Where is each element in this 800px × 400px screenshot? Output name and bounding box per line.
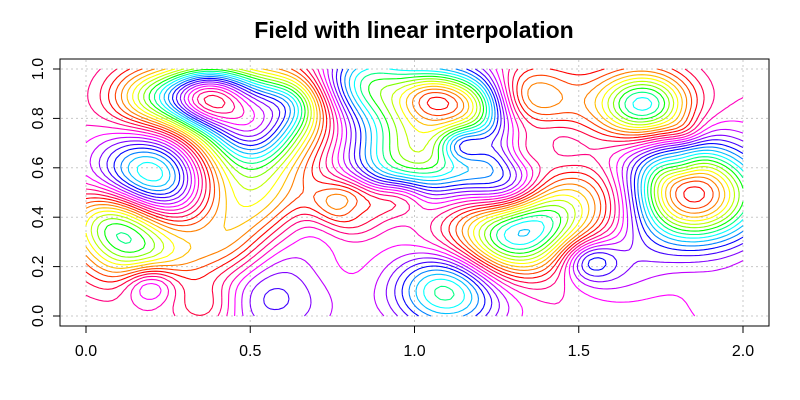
contour-level-25 — [90, 68, 675, 262]
contour-level-32 — [171, 77, 287, 146]
contour-level-20 — [85, 68, 698, 283]
contour-level-36 — [187, 85, 256, 126]
y-axis: 0.0 0.2 0.4 0.6 0.8 1.0 — [30, 58, 61, 327]
contour-level-8 — [359, 72, 744, 301]
contour-level-16 — [85, 68, 744, 317]
contour-level-14 — [98, 68, 744, 317]
y-tick-label-1: 0.2 — [30, 255, 47, 277]
contour-level-11 — [120, 68, 744, 317]
contour-level-7 — [368, 75, 744, 232]
y-tick-label-5: 1.0 — [30, 58, 47, 80]
contour-level-27 — [104, 68, 666, 254]
y-tick-label-4: 0.8 — [30, 107, 47, 129]
chart-title: Field with linear interpolation — [254, 17, 573, 43]
contour-level-26 — [96, 68, 670, 258]
contour-level-10 — [127, 68, 744, 315]
contour-level-6 — [379, 78, 740, 229]
contour-level-33 — [175, 79, 281, 142]
contour-lines — [85, 68, 744, 317]
contour-level-22 — [85, 68, 688, 273]
contour-level-24 — [85, 68, 679, 266]
contour-level-18 — [85, 68, 715, 317]
x-tick-label-4: 2.0 — [732, 343, 754, 360]
contour-level-12 — [113, 68, 744, 317]
y-tick-label-3: 0.6 — [30, 157, 47, 179]
x-tick-label-1: 0.5 — [239, 343, 261, 360]
contour-level-2 — [411, 88, 720, 214]
contour-level-0 — [426, 96, 705, 203]
contour-level-31 — [167, 75, 291, 151]
contour-level-21 — [85, 68, 693, 278]
contour-level-3 — [405, 85, 726, 218]
y-tick-label-0: 0.0 — [30, 305, 47, 327]
x-tick-label-2: 1.0 — [403, 343, 425, 360]
contour-level-34 — [179, 81, 274, 137]
contour-level-29 — [158, 72, 653, 246]
x-tick-label-0: 0.0 — [75, 343, 97, 360]
contour-level-28 — [115, 70, 660, 250]
contour-level-30 — [163, 74, 531, 237]
contour-level-9 — [136, 68, 744, 309]
contour-level-23 — [85, 68, 683, 269]
contour-level-17 — [85, 68, 744, 317]
contour-level-5 — [391, 80, 736, 225]
x-tick-label-3: 1.5 — [568, 343, 590, 360]
contour-level-39 — [203, 94, 226, 109]
contour-level-15 — [89, 68, 744, 317]
contour-level-35 — [183, 83, 265, 132]
contour-level-13 — [106, 68, 744, 317]
contour-level-38 — [196, 90, 236, 114]
contour-level-37 — [191, 87, 245, 119]
contour-level-1 — [418, 91, 714, 210]
x-axis: 0.0 0.5 1.0 1.5 2.0 — [75, 325, 754, 360]
contour-level-4 — [399, 83, 731, 222]
contour-level-19 — [85, 68, 705, 316]
y-tick-label-2: 0.4 — [30, 206, 47, 228]
